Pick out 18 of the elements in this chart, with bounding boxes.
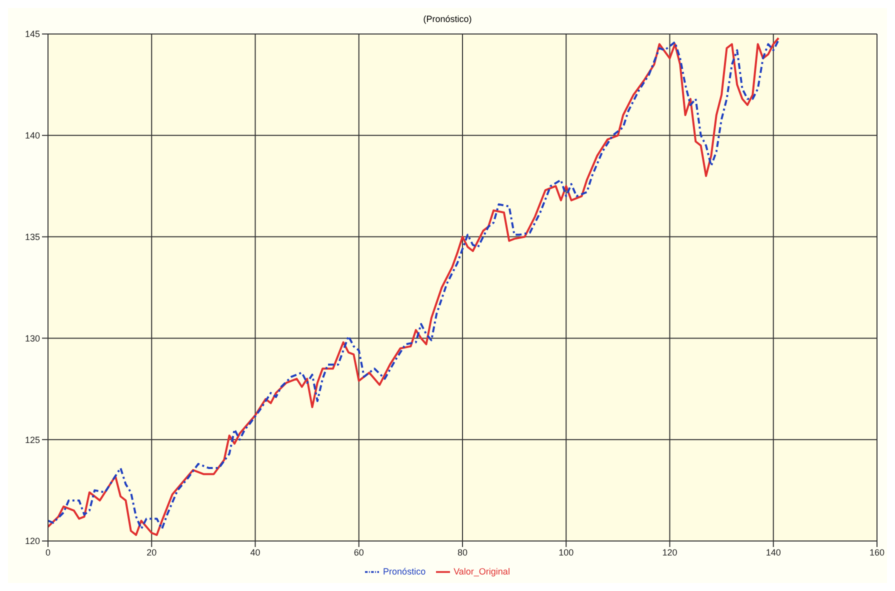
x-tick-label: 40 [250,547,260,558]
x-tick-label: 60 [354,547,364,558]
y-tick-label: 135 [24,232,40,242]
y-tick-label: 130 [24,333,40,344]
x-tick-label: 80 [457,547,468,558]
x-tick-label: 0 [45,547,51,558]
legend-label: Pronóstico [383,566,426,576]
chart-title: (Pronóstico) [422,13,473,26]
y-tick-label: 140 [24,130,40,141]
x-tick-label: 140 [766,547,781,558]
x-tick-label: 20 [146,547,157,558]
y-tick-label: 120 [24,536,40,546]
x-tick-label: 160 [869,547,885,558]
y-tick-label: 125 [24,434,40,445]
y-tick-label: 145 [24,29,40,40]
legend-label: Valor_Original [454,566,510,576]
x-tick-label: 120 [662,547,678,558]
x-tick-label: 100 [558,547,574,558]
